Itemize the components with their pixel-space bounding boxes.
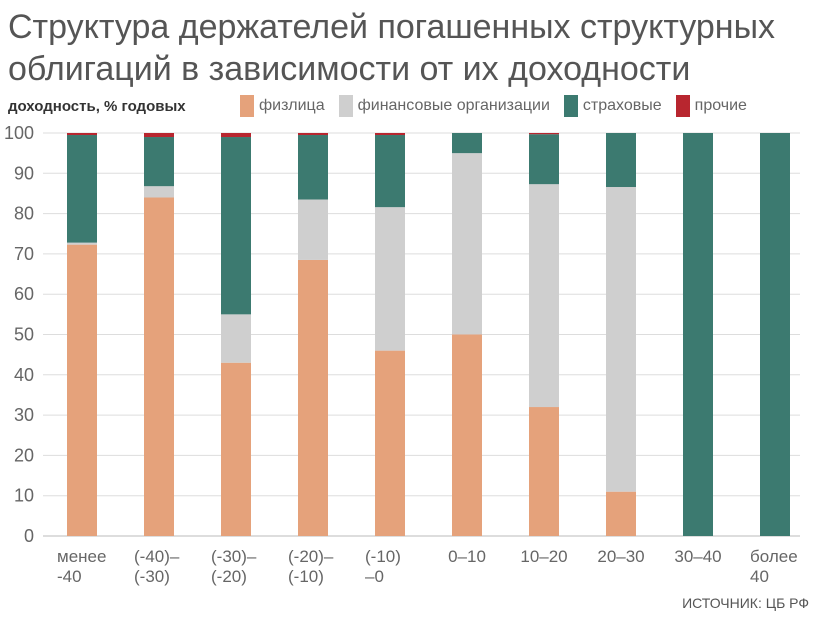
bar-segment xyxy=(144,137,174,187)
x-tick-label: (-30)– xyxy=(211,547,257,566)
legend: физлица финансовые организации страховые пр… xyxy=(240,95,747,117)
x-tick-label: (-30) xyxy=(134,567,170,586)
x-tick-label: 0–10 xyxy=(448,547,486,566)
bar-segment xyxy=(683,133,713,536)
bar-segment xyxy=(606,133,636,188)
legend-label: финансовые организации xyxy=(357,97,550,114)
legend-swatch xyxy=(240,95,254,117)
bar-segment xyxy=(375,133,405,136)
legend-item: страховые xyxy=(563,95,662,117)
legend-swatch xyxy=(675,95,690,117)
bar-segment xyxy=(67,135,97,243)
legend-item: финансовые организации xyxy=(338,95,550,117)
x-tick-label: 40 xyxy=(750,567,769,586)
bar-segment xyxy=(606,491,636,536)
bar-segment xyxy=(67,133,97,136)
legend-label: прочие xyxy=(694,97,747,114)
bar-segment xyxy=(452,334,482,536)
y-tick-label: 0 xyxy=(24,526,34,546)
x-tick-label: -40 xyxy=(57,567,82,586)
bar-segment xyxy=(375,350,405,536)
bar-segment xyxy=(529,134,559,185)
x-tick-label: (-10) xyxy=(288,567,324,586)
bar-segment xyxy=(452,133,482,154)
y-tick-label: 40 xyxy=(14,365,34,385)
bar-segment xyxy=(375,207,405,351)
bar-segment xyxy=(529,407,559,536)
legend-swatch xyxy=(338,95,353,117)
y-tick-label: 30 xyxy=(14,405,34,425)
chart-title: Структура держателей погашенных структур… xyxy=(8,6,775,90)
bar-segment xyxy=(452,153,482,335)
y-tick-label: 70 xyxy=(14,244,34,264)
y-tick-label: 50 xyxy=(14,325,34,345)
bar-segment xyxy=(221,362,251,536)
x-tick-label: (-40)– xyxy=(134,547,180,566)
bar-segment xyxy=(221,314,251,363)
x-tick-label: (-20)– xyxy=(288,547,334,566)
y-tick-label: 60 xyxy=(14,284,34,304)
bar-segment xyxy=(529,184,559,408)
x-tick-label: –0 xyxy=(365,567,384,586)
bar-segment xyxy=(298,133,328,136)
bar-segment xyxy=(375,135,405,208)
bar-segment xyxy=(67,242,97,245)
y-tick-label: 80 xyxy=(14,204,34,224)
bar-segment xyxy=(144,133,174,138)
legend-swatch xyxy=(563,95,578,117)
source-note: ИСТОЧНИК: ЦБ РФ xyxy=(682,595,809,611)
x-tick-label: (-20) xyxy=(211,567,247,586)
bar-segment xyxy=(529,133,559,135)
bar-segment xyxy=(606,187,636,492)
bar-segment xyxy=(298,259,328,536)
bar-segment xyxy=(221,133,251,138)
bar-segment xyxy=(298,199,328,260)
bar-segment xyxy=(144,197,174,537)
bar-segment xyxy=(67,244,97,537)
x-tick-label: 30–40 xyxy=(674,547,721,566)
bar-segment xyxy=(144,186,174,198)
title-line-1: Структура держателей погашенных структур… xyxy=(8,8,776,46)
legend-label: страховые xyxy=(582,97,662,114)
legend-label: физлица xyxy=(259,97,325,114)
bar-segment xyxy=(760,133,790,536)
bar-segment xyxy=(221,137,251,315)
x-tick-label: 10–20 xyxy=(520,547,567,566)
y-axis-label: доходность, % годовых xyxy=(8,98,186,115)
x-tick-label: 20–30 xyxy=(597,547,644,566)
x-tick-label: более xyxy=(750,547,798,566)
legend-item: физлица xyxy=(240,95,325,117)
legend-item: прочие xyxy=(675,95,747,117)
y-tick-label: 90 xyxy=(14,163,34,183)
y-tick-label: 10 xyxy=(14,486,34,506)
title-line-2: облигаций в зависимости от их доходности xyxy=(8,50,691,88)
x-tick-label: (-10) xyxy=(365,547,401,566)
bar-segment xyxy=(298,135,328,200)
x-tick-label: менее xyxy=(57,547,106,566)
y-tick-label: 100 xyxy=(4,123,34,143)
y-tick-label: 20 xyxy=(14,445,34,465)
